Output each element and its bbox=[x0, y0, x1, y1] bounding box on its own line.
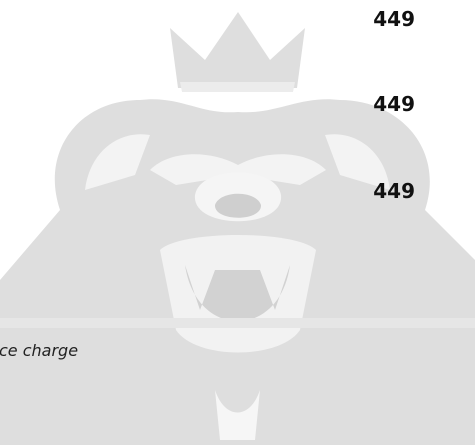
price: 449 bbox=[373, 179, 415, 203]
bear-watermark bbox=[0, 12, 475, 445]
page: 449 449 449 ce charge (() => { const dat… bbox=[0, 0, 475, 445]
price: 449 bbox=[373, 7, 415, 31]
screen: 449 449 449 ce charge bbox=[0, 0, 475, 445]
price: 449 bbox=[373, 92, 415, 116]
note: ce charge bbox=[0, 341, 78, 360]
